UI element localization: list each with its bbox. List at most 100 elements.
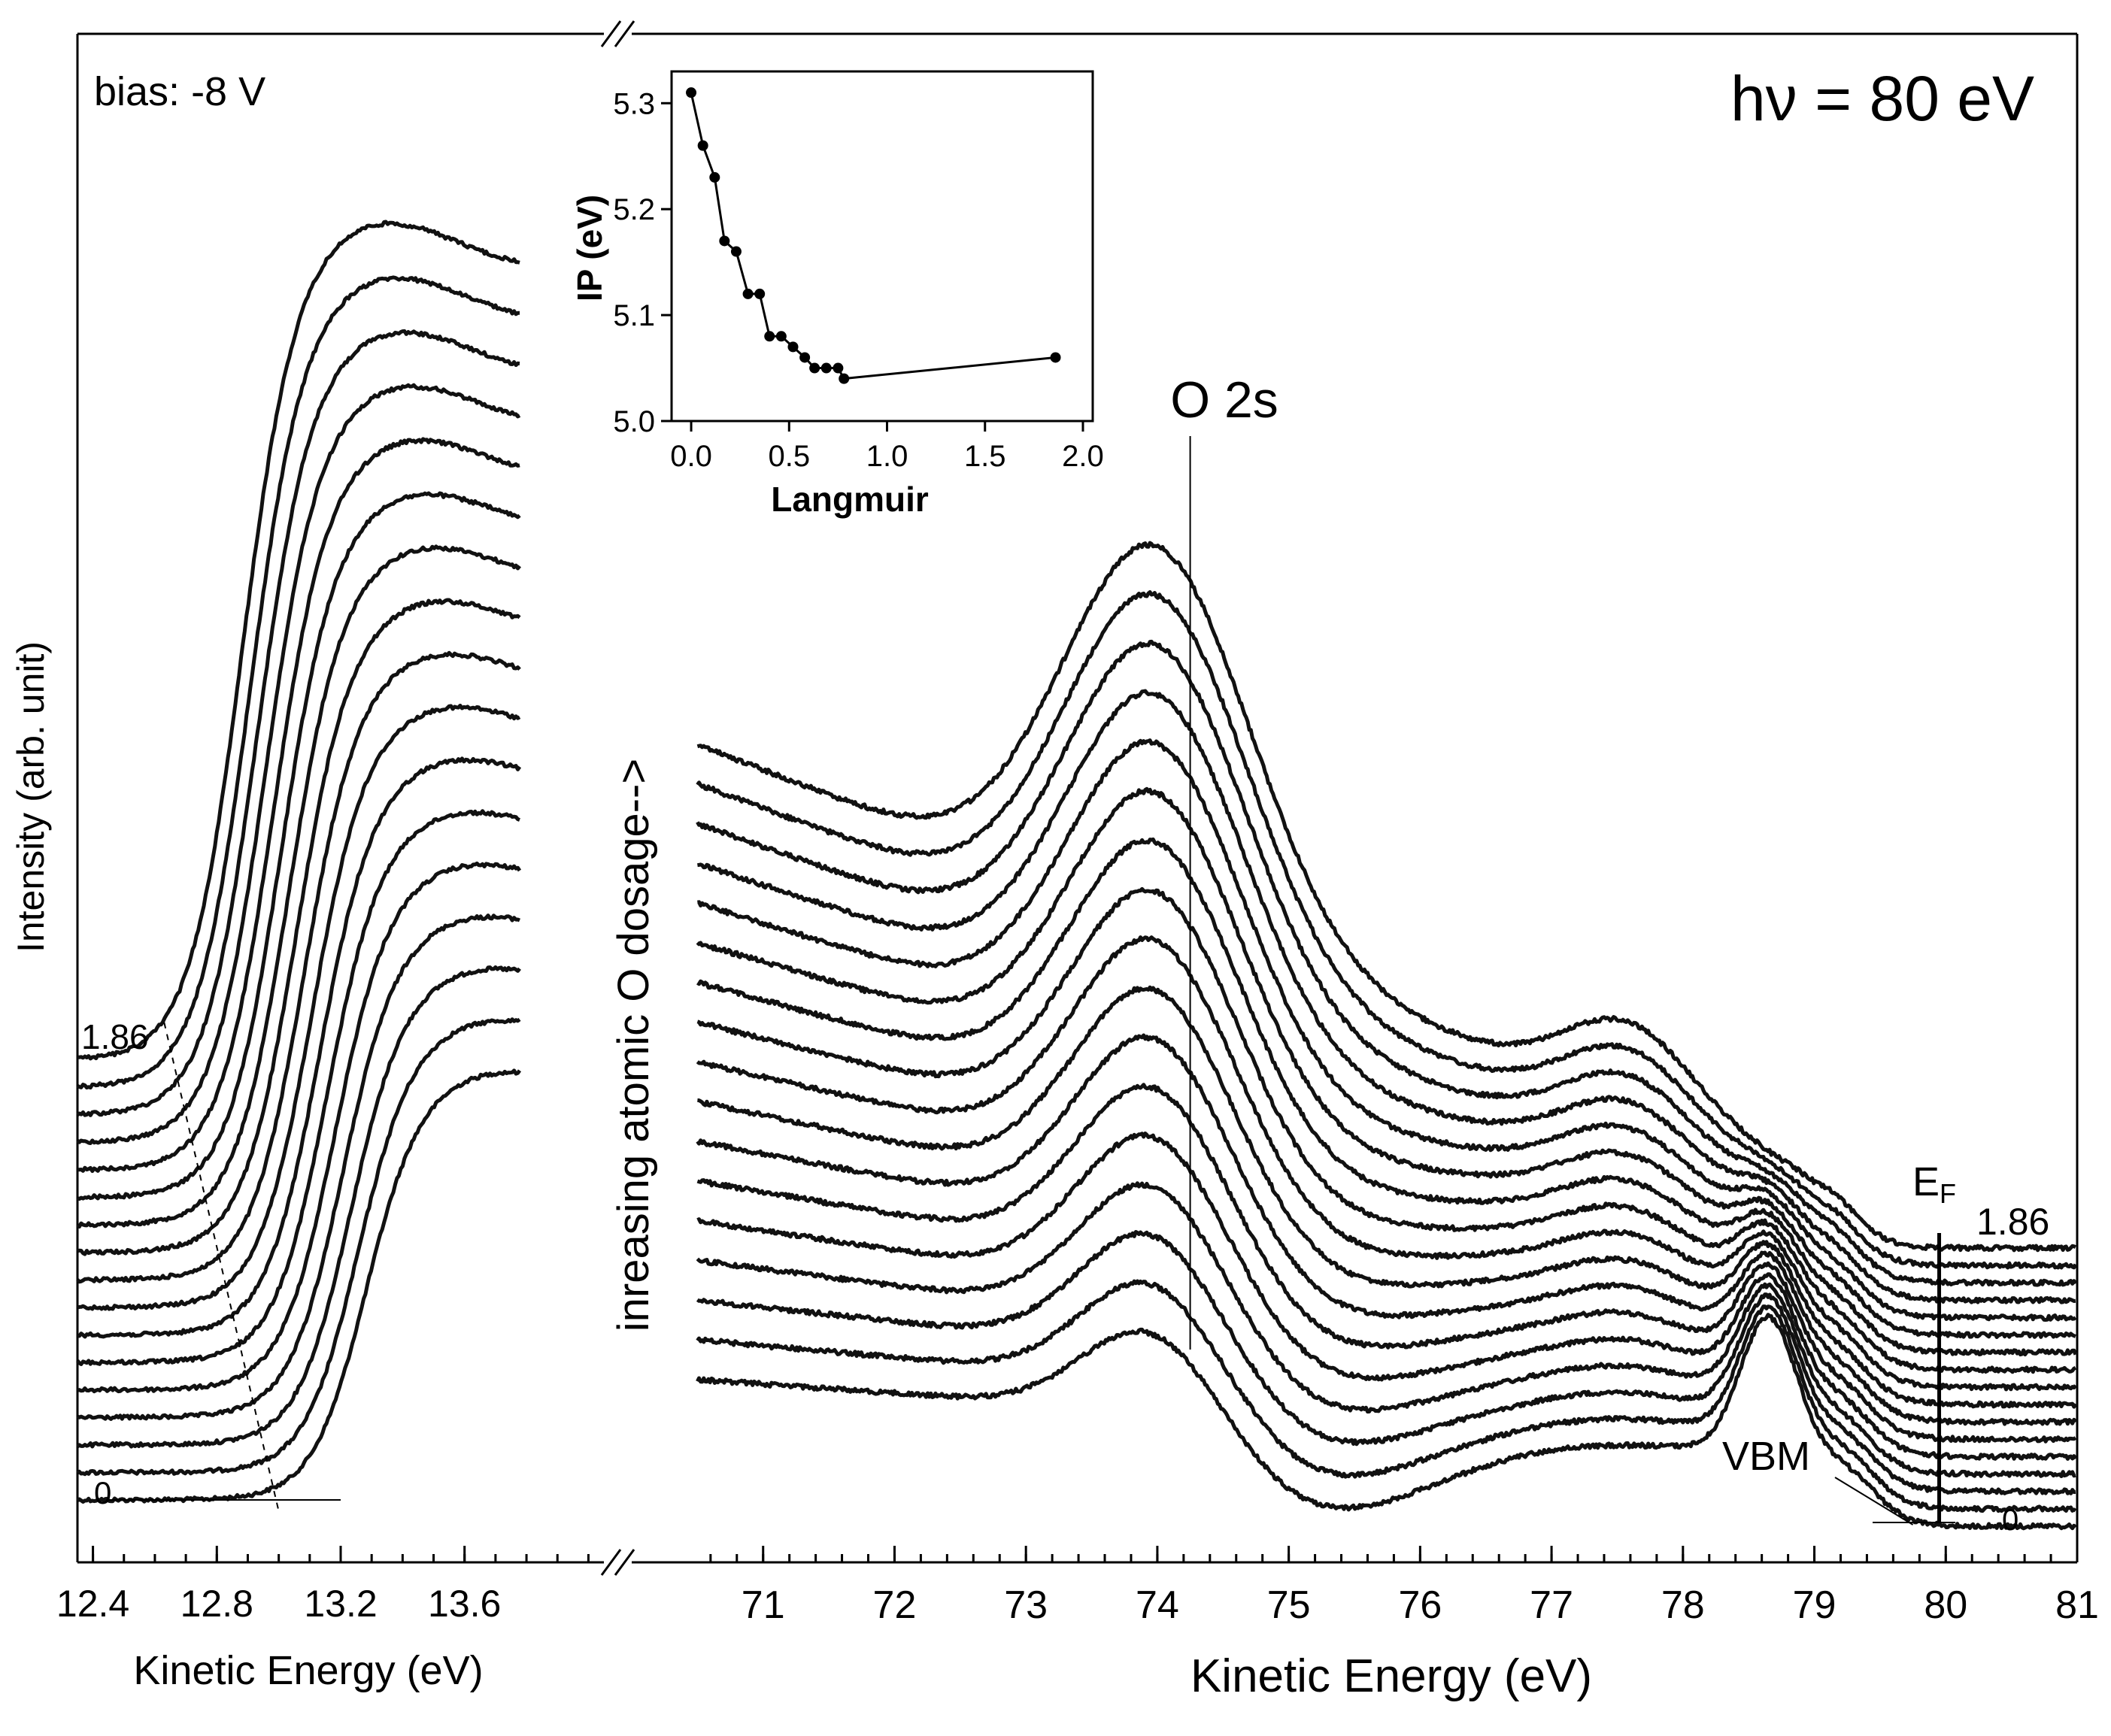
right-tick-label: 77 xyxy=(1530,1583,1573,1627)
dosage-arrow-label: inreasing atomic O dosage--> xyxy=(609,759,658,1332)
right-spectrum-curve xyxy=(696,837,2078,1357)
right-spectrum-curve xyxy=(697,738,2077,1322)
right-tick-label: 79 xyxy=(1793,1583,1837,1627)
right-curves xyxy=(696,541,2078,1531)
left-tick-label: 12.4 xyxy=(56,1583,129,1625)
left-spectrum-curve xyxy=(77,220,520,1061)
left-y-axis-label: Intensity (arb. unit) xyxy=(10,641,52,953)
left-tick-label: 13.6 xyxy=(428,1583,501,1625)
left-label-bottom: 0 xyxy=(94,1475,111,1510)
right-guides xyxy=(1189,436,1955,1525)
right-spectrum-curve xyxy=(696,786,2076,1339)
left-spectrum-curve xyxy=(76,491,521,1201)
right-spectrum-curve xyxy=(696,886,2076,1374)
left-label-top: 1.86 xyxy=(81,1017,149,1056)
axis-break-top xyxy=(600,20,635,47)
inset-x-tick-label: 0.0 xyxy=(670,440,712,473)
left-tick-label: 12.8 xyxy=(180,1583,253,1625)
left-spectrum-curve xyxy=(77,861,522,1394)
inset-x-tick-label: 2.0 xyxy=(1062,440,1104,473)
inset-series-line xyxy=(690,92,1056,380)
left-x-axis-label: Kinetic Energy (eV) xyxy=(133,1648,483,1693)
right-tick-label: 80 xyxy=(1924,1583,1967,1627)
left-spectrum-curve xyxy=(76,965,521,1449)
left-spectrum-curve xyxy=(76,809,520,1366)
right-spectrum-curve xyxy=(696,541,2076,1253)
right-tick-label: 75 xyxy=(1267,1583,1311,1627)
o2s-label: O 2s xyxy=(1170,371,1278,429)
inset-data-point xyxy=(775,331,787,342)
bias-annotation: bias: -8 V xyxy=(94,69,265,114)
axis-break-bottom xyxy=(600,1549,635,1576)
inset-ticks xyxy=(661,101,1084,432)
left-x-ticks xyxy=(92,1546,590,1562)
left-spectrum-curve xyxy=(77,704,521,1311)
inset-x-axis-label: Langmuir xyxy=(771,480,929,519)
inset-x-tick-label: 1.0 xyxy=(866,440,908,473)
inset-data-point xyxy=(833,362,844,374)
right-x-tick-labels: 71 72 73 74 75 76 77 78 79 80 81 xyxy=(742,1583,2099,1627)
left-onset-guides xyxy=(108,1022,341,1512)
inset-data-point xyxy=(754,288,766,299)
right-panel-frame xyxy=(632,32,2079,1564)
right-label-top: 1.86 xyxy=(1976,1201,2049,1243)
right-x-axis-label: Kinetic Energy (eV) xyxy=(1190,1650,1592,1702)
right-spectrum-curve xyxy=(696,935,2077,1392)
right-tick-label: 81 xyxy=(2055,1583,2099,1627)
vbm-pointer-line xyxy=(1834,1477,1914,1525)
right-spectrum-curve xyxy=(696,1083,2077,1444)
inset-y-tick-label: 5.1 xyxy=(613,299,655,332)
left-spectrum-curve xyxy=(76,275,520,1090)
inset-x-tick-label: 0.5 xyxy=(768,440,810,473)
inset-y-tick-label: 5.0 xyxy=(613,405,655,438)
right-spectrum-curve xyxy=(696,1132,2078,1461)
left-spectrum-curve xyxy=(77,756,522,1339)
right-tick-label: 71 xyxy=(742,1583,785,1627)
left-spectrum-curve xyxy=(76,329,520,1117)
left-spectrum-curve xyxy=(76,650,521,1284)
inset-data-point xyxy=(1050,352,1061,363)
right-tick-label: 76 xyxy=(1398,1583,1442,1627)
inset-y-axis-label: IP (eV) xyxy=(570,195,609,301)
right-spectrum-curve xyxy=(697,985,2078,1409)
left-tick-label: 13.2 xyxy=(304,1583,377,1625)
inset-series-points xyxy=(686,87,1061,384)
left-spectrum-curve xyxy=(77,598,521,1256)
inset-data-point xyxy=(839,373,850,384)
inset-plot: 0.0 0.5 1.0 1.5 2.0 5.0 5.1 5.2 5.3 Langmuir IP … xyxy=(570,70,1104,519)
right-tick-label: 73 xyxy=(1004,1583,1048,1627)
fermi-level-label: EF xyxy=(1912,1159,1956,1209)
right-label-bottom: 0 xyxy=(2002,1504,2018,1537)
inset-data-point xyxy=(709,171,720,183)
inset-data-point xyxy=(787,341,799,353)
inset-data-point xyxy=(809,362,820,374)
left-spectrum-curve xyxy=(77,437,520,1174)
left-curves xyxy=(76,220,522,1504)
right-spectrum-curve xyxy=(696,1181,2076,1478)
inset-data-point xyxy=(742,288,754,299)
right-tick-label: 74 xyxy=(1136,1583,1179,1627)
inset-frame xyxy=(670,70,1094,423)
inset-data-point xyxy=(730,246,742,257)
right-spectrum-curve xyxy=(696,1033,2077,1426)
left-onset-guide xyxy=(163,1022,280,1512)
inset-y-tick-label: 5.2 xyxy=(613,193,655,226)
inset-y-tick-label: 5.3 xyxy=(613,87,655,120)
left-x-tick-labels: 12.4 12.8 13.2 13.6 xyxy=(56,1583,501,1625)
inset-data-point xyxy=(820,362,832,374)
left-spectrum-curve xyxy=(76,1017,521,1477)
right-x-ticks xyxy=(709,1546,2079,1562)
photon-energy-title: hν = 80 eV xyxy=(1730,63,2034,134)
inset-tick-labels: 0.0 0.5 1.0 1.5 2.0 5.0 5.1 5.2 5.3 xyxy=(613,87,1103,473)
left-spectrum-curve xyxy=(76,383,521,1145)
left-spectrum-curve xyxy=(76,913,521,1421)
inset-data-point xyxy=(719,235,730,247)
vbm-label: VBM xyxy=(1722,1434,1810,1479)
right-spectrum-curve xyxy=(696,639,2078,1287)
inset-data-point xyxy=(764,331,775,342)
right-spectrum-curve xyxy=(696,1230,2076,1495)
inset-x-tick-label: 1.5 xyxy=(964,440,1006,473)
right-tick-label: 78 xyxy=(1661,1583,1705,1627)
right-spectrum-curve xyxy=(696,590,2078,1270)
